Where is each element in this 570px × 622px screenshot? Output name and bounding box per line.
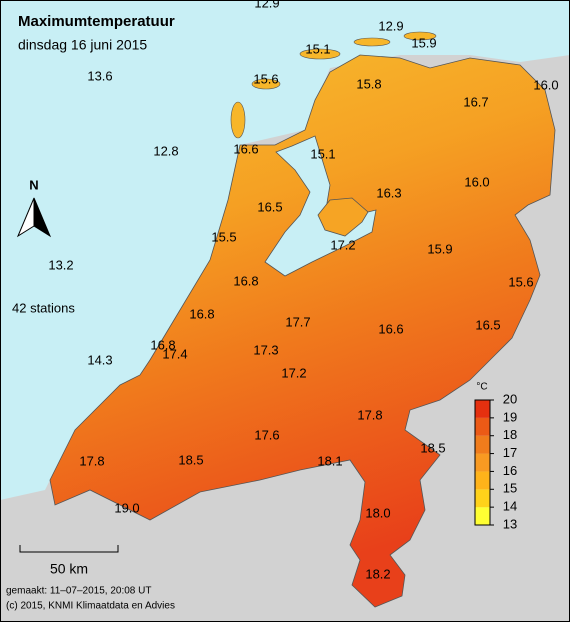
station-value: 17.3 [253, 342, 278, 357]
station-value: 16.7 [463, 94, 488, 109]
wadden-islands [230, 31, 437, 139]
station-value: 17.7 [285, 314, 310, 329]
legend-tick-label: 16 [503, 463, 517, 478]
north-arrow [33, 197, 52, 238]
station-value: 15.1 [305, 41, 330, 56]
station-value: 16.0 [533, 77, 558, 92]
legend-band [475, 489, 490, 508]
legend-tick-label: 17 [503, 445, 517, 460]
station-value: 15.1 [310, 146, 335, 161]
made-note: gemaakt: 11–07–2015, 20:08 UT [6, 586, 151, 597]
station-value: 16.8 [233, 273, 258, 288]
legend-band [475, 471, 490, 490]
station-value: 15.6 [253, 71, 278, 86]
legend-tick-label: 18 [503, 427, 517, 442]
station-value: 12.9 [378, 18, 403, 33]
station-value: 16.8 [150, 337, 175, 352]
station-count: 42 stations [12, 300, 75, 315]
legend-band [475, 507, 490, 525]
legend-tick-label: 13 [503, 516, 517, 531]
legend-tick-label: 14 [503, 499, 517, 514]
island [299, 48, 341, 60]
station-value: 17.2 [330, 237, 355, 252]
legend-frame [474, 399, 491, 526]
station-value: 18.5 [420, 440, 445, 455]
station-value: 18.2 [365, 566, 390, 581]
legend-band [475, 417, 490, 436]
legend-tick-label: 19 [503, 409, 517, 424]
station-value: 16.5 [257, 199, 282, 214]
station-value: 12.8 [153, 143, 178, 158]
island [251, 78, 281, 90]
station-value: 19.0 [114, 500, 139, 515]
subtitle: dinsdag 16 juni 2015 [18, 37, 147, 53]
island [353, 37, 391, 47]
legend-tick-label: 20 [503, 391, 517, 406]
station-value: 18.0 [365, 505, 390, 520]
station-value: 12.9 [254, 0, 279, 10]
legend-unit: °C [476, 382, 487, 393]
station-value: 18.1 [317, 453, 342, 468]
title: Maximumtemperatuur [18, 13, 175, 30]
station-value: 16.6 [378, 321, 403, 336]
station-value: 14.3 [87, 352, 112, 367]
station-value: 15.9 [427, 241, 452, 256]
station-value: 17.8 [357, 407, 382, 422]
island [403, 31, 437, 41]
flevoland [317, 197, 369, 237]
scale-bar [19, 545, 119, 553]
station-value: 13.6 [87, 68, 112, 83]
station-value: 13.2 [48, 257, 73, 272]
station-value: 16.0 [464, 174, 489, 189]
station-value: 16.6 [233, 141, 258, 156]
ijsselmeer [264, 135, 377, 277]
station-value: 15.9 [411, 35, 436, 50]
station-value: 17.2 [281, 365, 306, 380]
island [230, 101, 246, 139]
legend-band [475, 453, 490, 472]
copyright: (c) 2015, KNMI Klimaatdata en Advies [6, 601, 175, 612]
station-value: 18.5 [178, 452, 203, 467]
sea [0, 0, 570, 500]
north-label: N [29, 177, 38, 192]
station-value: 17.8 [79, 453, 104, 468]
legend-band [475, 435, 490, 454]
station-value: 15.6 [508, 274, 533, 289]
netherlands [49, 54, 556, 608]
scale-label: 50 km [50, 561, 88, 577]
station-value: 16.5 [475, 317, 500, 332]
station-value: 17.4 [162, 346, 187, 361]
station-value: 17.6 [254, 427, 279, 442]
station-value: 16.8 [189, 306, 214, 321]
station-value: 15.8 [356, 76, 381, 91]
station-value: 16.3 [376, 185, 401, 200]
station-value: 15.5 [211, 229, 236, 244]
legend-band [475, 400, 490, 418]
legend-tick-label: 15 [503, 481, 517, 496]
